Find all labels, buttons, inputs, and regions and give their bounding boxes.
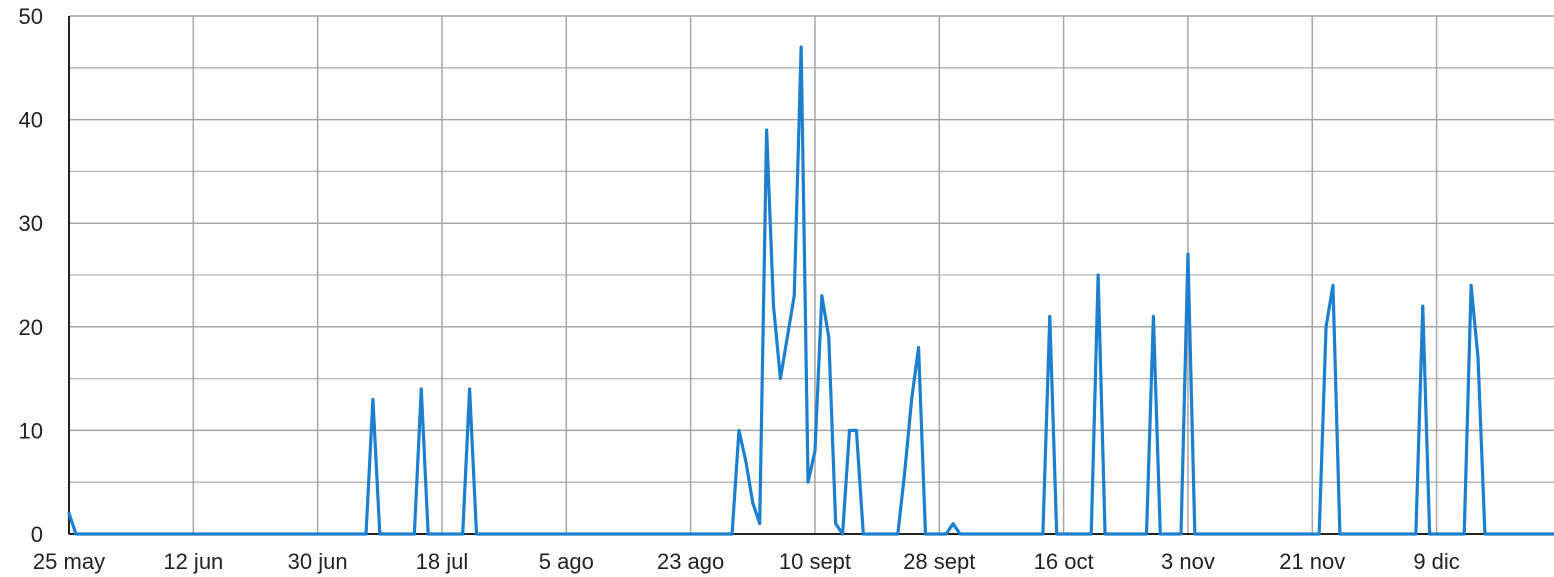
x-tick-label: 28 sept	[903, 549, 975, 574]
x-tick-label: 25 may	[33, 549, 105, 574]
y-tick-label: 40	[19, 108, 43, 133]
series-layer	[67, 45, 1554, 536]
x-tick-label: 12 jun	[163, 549, 223, 574]
x-tick-label: 30 jun	[288, 549, 348, 574]
y-tick-label: 20	[19, 315, 43, 340]
y-tick-labels: 0 10 20 30 40 50	[19, 4, 43, 547]
grid	[69, 15, 1554, 534]
series-line	[67, 45, 1554, 536]
y-tick-label: 10	[19, 418, 43, 443]
x-tick-label: 5 ago	[539, 549, 594, 574]
x-tick-label: 23 ago	[657, 549, 724, 574]
y-tick-label: 50	[19, 4, 43, 29]
x-tick-label: 9 dic	[1413, 549, 1459, 574]
x-tick-label: 16 oct	[1034, 549, 1094, 574]
y-tick-label: 0	[31, 522, 43, 547]
x-tick-label: 3 nov	[1161, 549, 1215, 574]
x-tick-label: 21 nov	[1279, 549, 1345, 574]
y-tick-label: 30	[19, 211, 43, 236]
x-tick-label: 10 sept	[779, 549, 851, 574]
x-tick-label: 18 jul	[416, 549, 469, 574]
x-tick-labels: 25 may 12 jun 30 jun 18 jul 5 ago 23 ago 10 se…	[33, 549, 1460, 574]
